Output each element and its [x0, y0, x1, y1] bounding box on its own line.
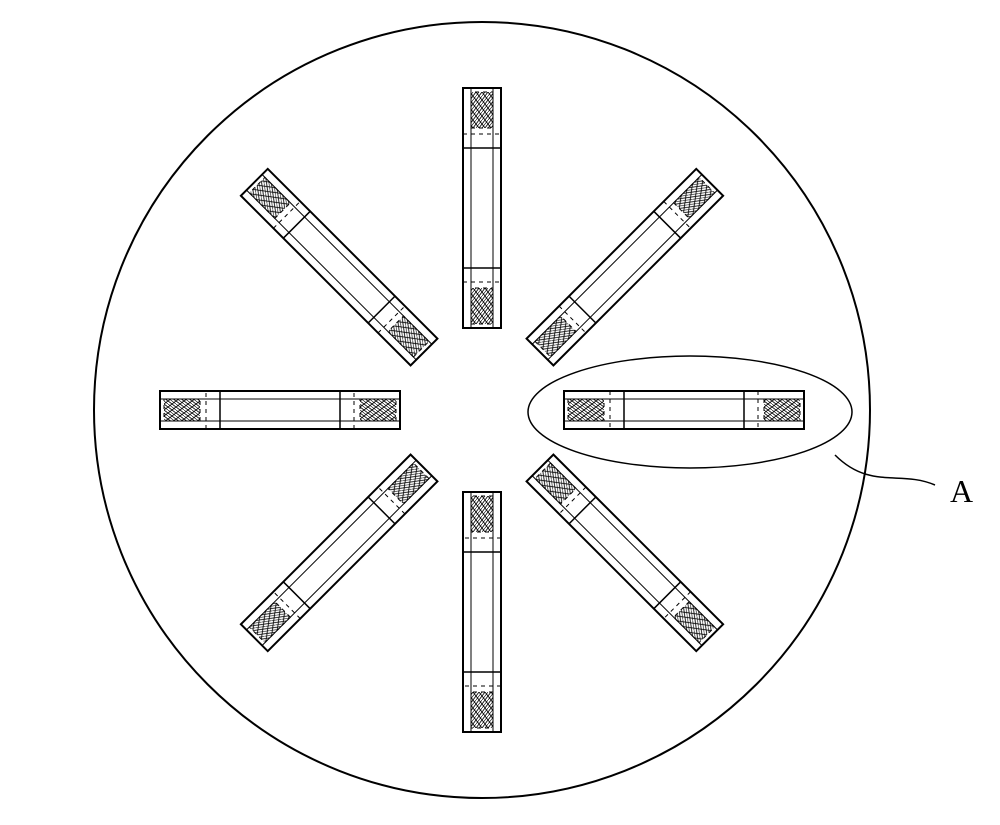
spoke-bar-6 [463, 88, 501, 328]
spoke-bar-2 [463, 492, 501, 732]
diagram-stage: A [0, 0, 1000, 825]
spoke-bar-1 [527, 455, 724, 652]
spoke-bar-5 [241, 169, 438, 366]
spoke-bar-7 [527, 169, 724, 366]
callout-leader [835, 455, 935, 485]
spoke-bar-4 [160, 391, 400, 429]
spoke-bar-3 [241, 455, 438, 652]
callout-label-A: A [950, 473, 973, 510]
spoke-bar-0 [564, 391, 804, 429]
diagram-svg [0, 0, 1000, 825]
